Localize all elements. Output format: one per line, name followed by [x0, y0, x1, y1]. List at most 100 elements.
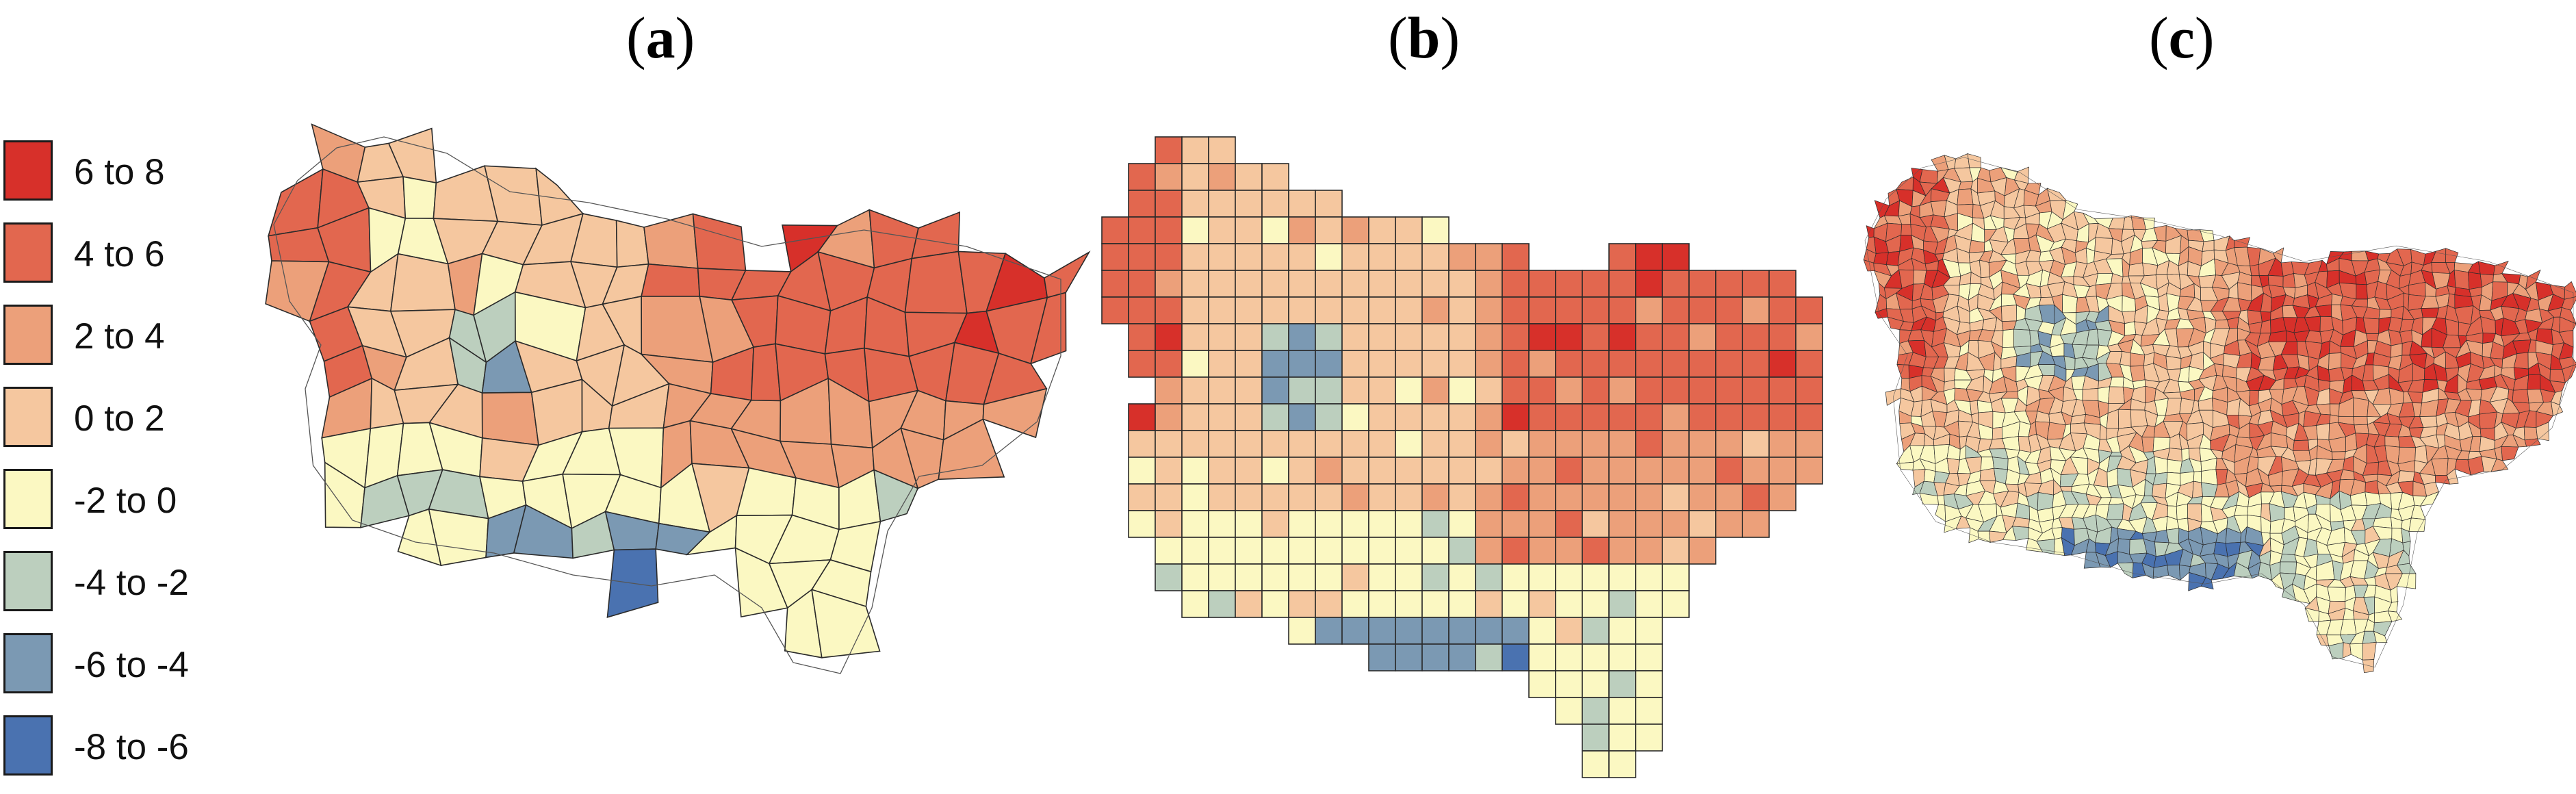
legend-label: -4 to -2 — [74, 563, 189, 603]
grid-cell — [1315, 457, 1343, 485]
grid-cell — [1155, 216, 1183, 244]
spatial-unit — [2339, 469, 2355, 481]
grid-cell — [1448, 323, 1476, 351]
spatial-unit — [904, 251, 968, 314]
grid-cell — [1582, 563, 1610, 591]
grid-cell — [1288, 376, 1316, 405]
grid-cell — [1662, 376, 1690, 405]
grid-cell — [1502, 617, 1530, 645]
grid-cell — [1181, 430, 1209, 458]
region-outline — [1864, 157, 2574, 668]
grid-cell — [1421, 430, 1450, 458]
grid-cell — [1502, 457, 1530, 485]
grid-cell — [1155, 163, 1183, 191]
grid-cell — [1715, 376, 1743, 405]
grid-cell — [1448, 617, 1476, 645]
grid-cell — [1288, 457, 1316, 485]
spatial-unit — [402, 176, 437, 219]
legend-item: 4 to 6 — [0, 222, 205, 284]
grid-cell — [1662, 483, 1690, 511]
spatial-unit — [1923, 468, 1936, 483]
grid-cell — [1315, 483, 1343, 511]
legend-item: 2 to 4 — [0, 305, 205, 366]
grid-cell — [1235, 537, 1263, 565]
grid-cell — [1688, 403, 1716, 431]
grid-cell — [1475, 590, 1503, 618]
grid-cell — [1421, 457, 1450, 485]
spatial-unit — [2176, 503, 2188, 520]
grid-cell — [1528, 483, 1556, 511]
grid-cell — [1635, 670, 1663, 698]
grid-cell — [1181, 243, 1209, 271]
grid-cell — [1181, 296, 1209, 324]
spatial-unit — [2551, 401, 2564, 416]
spatial-unit — [2001, 305, 2017, 322]
grid-cell — [1688, 430, 1716, 458]
grid-cell — [1235, 270, 1263, 298]
spatial-unit — [811, 589, 881, 658]
grid-cell — [1768, 323, 1796, 351]
grid-cell — [1315, 510, 1343, 538]
grid-cell — [1715, 296, 1743, 324]
grid-cell — [1742, 483, 1770, 511]
spatial-unit — [2038, 296, 2055, 306]
grid-cell — [1341, 243, 1369, 271]
grid-cell — [1582, 617, 1610, 645]
grid-cell — [1608, 723, 1636, 752]
spatial-unit — [2167, 459, 2182, 474]
grid-cell — [1475, 643, 1503, 671]
panel-label-a: (a) — [626, 5, 695, 71]
spatial-unit — [2178, 564, 2191, 581]
grid-cell — [1608, 270, 1636, 298]
grid-cell — [1368, 430, 1396, 458]
grid-cell — [1368, 617, 1396, 645]
grid-cell — [1208, 323, 1236, 351]
spatial-unit — [2316, 423, 2330, 441]
grid-cell — [1608, 243, 1636, 271]
grid-cell — [1315, 590, 1343, 618]
grid-cell — [1181, 376, 1209, 405]
spatial-unit — [2356, 283, 2368, 300]
grid-cell — [1608, 483, 1636, 511]
grid-cell — [1261, 270, 1289, 298]
grid-cell — [1155, 537, 1183, 565]
grid-cell — [1368, 590, 1396, 618]
grid-cell — [1635, 350, 1663, 378]
grid-cell — [1608, 323, 1636, 351]
grid-cell — [1448, 270, 1476, 298]
grid-cell — [1608, 296, 1636, 324]
grid-cell — [1448, 376, 1476, 405]
grid-cell — [1368, 403, 1396, 431]
grid-cell — [1608, 430, 1636, 458]
spatial-unit — [2002, 329, 2014, 348]
grid-cell — [1395, 243, 1423, 271]
spatial-unit — [2362, 659, 2375, 674]
grid-cell — [1208, 430, 1236, 458]
grid-cell — [1635, 617, 1663, 645]
grid-cell — [1288, 243, 1316, 271]
grid-cell — [1421, 376, 1450, 405]
spatial-unit — [2366, 333, 2380, 342]
spatial-unit — [2293, 450, 2311, 462]
grid-cell — [1235, 376, 1263, 405]
grid-cell — [1315, 537, 1343, 565]
grid-cell — [1341, 296, 1369, 324]
grid-cell — [1288, 190, 1316, 218]
grid-cell — [1448, 350, 1476, 378]
grid-cell — [1128, 483, 1156, 511]
grid-cell — [1315, 270, 1343, 298]
spatial-unit — [1896, 364, 1909, 379]
spatial-unit — [2467, 456, 2484, 476]
grid-cell — [1528, 590, 1556, 618]
grid-cell — [1502, 270, 1530, 298]
spatial-unit — [2108, 386, 2125, 404]
spatial-unit — [2085, 248, 2096, 264]
grid-cell — [1768, 430, 1796, 458]
grid-cell — [1448, 296, 1476, 324]
legend-item: 0 to 2 — [0, 387, 205, 448]
grid-cell — [1688, 323, 1716, 351]
grid-cell — [1635, 510, 1663, 538]
grid-cell — [1261, 563, 1289, 591]
grid-cell — [1341, 216, 1369, 244]
grid-cell — [1502, 296, 1530, 324]
